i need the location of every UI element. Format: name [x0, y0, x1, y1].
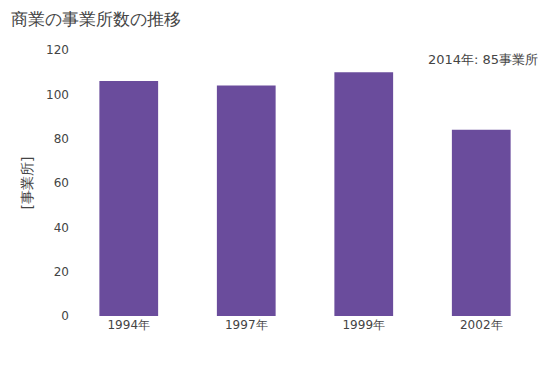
svg-text:120: 120 [46, 43, 69, 57]
svg-text:80: 80 [54, 132, 69, 146]
svg-text:2002年: 2002年 [460, 318, 503, 332]
svg-text:1997年: 1997年 [225, 318, 268, 332]
svg-text:1999年: 1999年 [342, 318, 385, 332]
svg-text:60: 60 [54, 176, 69, 190]
svg-text:2014年: 85事業所: 2014年: 85事業所 [428, 52, 538, 67]
svg-text:[事業所]: [事業所] [19, 157, 35, 210]
svg-text:0: 0 [61, 309, 69, 323]
svg-text:商業の事業所数の推移: 商業の事業所数の推移 [11, 9, 181, 29]
svg-text:100: 100 [46, 88, 69, 102]
svg-text:20: 20 [54, 265, 69, 279]
svg-text:40: 40 [54, 221, 69, 235]
svg-text:1994年: 1994年 [107, 318, 150, 332]
